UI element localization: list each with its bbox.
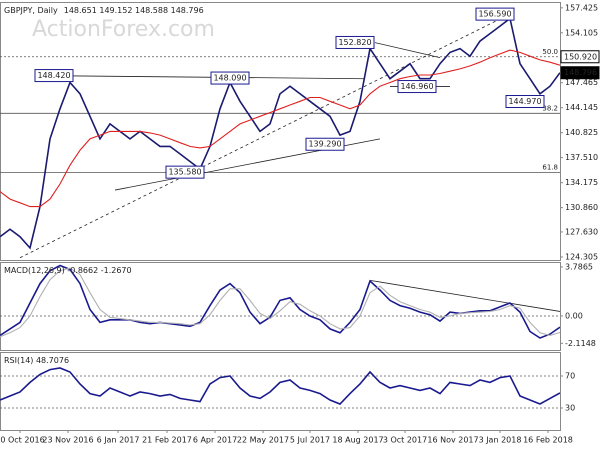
y-tick-label: 140.825 (565, 128, 598, 137)
price-box (560, 66, 600, 80)
y-tick-label: 130.860 (565, 203, 598, 212)
y-tick-label: 127.630 (565, 227, 598, 236)
watermark: ActionForex.com (32, 17, 215, 42)
label-box (335, 35, 375, 49)
label-text: 135.580 (168, 168, 201, 177)
plot-area (0, 264, 560, 339)
panel-frame (0, 262, 561, 351)
label-box (34, 69, 74, 83)
x-tick-label: 21 Feb 2017 (142, 436, 192, 445)
y-tick-label: 154.105 (565, 28, 598, 37)
label-text: 152.820 (338, 38, 371, 47)
label-text: 148.420 (37, 71, 70, 80)
trend-line (36, 75, 366, 80)
price-label: 148.796 (564, 68, 597, 77)
y-tick-label: 157.425 (565, 3, 598, 12)
price-label: 150.920 (564, 52, 597, 61)
panel-frame (0, 352, 561, 431)
panel-title: GBPJPY, Daily 148.651 149.152 148.588 148… (4, 6, 204, 15)
x-tick-label: 5 Jul 2017 (290, 436, 330, 445)
label-text: 156.590 (478, 10, 511, 19)
x-tick-label: 3 Jan 2018 (479, 436, 522, 445)
panel-frame (0, 2, 561, 261)
level-label: 38.2 (542, 104, 558, 112)
label-box (505, 95, 545, 109)
x-tick-label: 23 Nov 2016 (42, 436, 93, 445)
y-tick-label: 134.175 (565, 178, 598, 187)
label-text: 139.290 (308, 140, 341, 149)
x-tick-label: 6 Jan 2017 (97, 436, 140, 445)
y-tick-label: 137.510 (565, 153, 598, 162)
label-box (475, 7, 515, 21)
label-box (305, 137, 345, 151)
y-tick-label: 3.7865 (565, 262, 593, 271)
label-text: 144.970 (508, 97, 541, 106)
label-box (210, 71, 250, 85)
plot-area: ActionForex.com 50.0 38.2 61.8 148.420 148.09… (0, 7, 560, 259)
trend-line (369, 279, 560, 312)
label-text: 148.090 (213, 74, 246, 83)
panel-title: RSI(14) 48.7076 (4, 356, 69, 365)
x-tick-label: 22 May 2017 (237, 436, 289, 445)
trend-line (374, 42, 441, 59)
price-box (560, 50, 600, 64)
series-line (0, 49, 560, 208)
y-tick-label: 0.00 (565, 311, 583, 320)
y-tick-label: 70 (565, 372, 575, 381)
label-text: 146.960 (400, 82, 433, 91)
series-line (0, 17, 560, 250)
label-box (165, 165, 205, 179)
y-tick-label: 124.305 (565, 252, 598, 261)
title: RSI(14) 48.7076 (4, 356, 69, 365)
series-line (0, 267, 560, 338)
subtitle: 148.651 149.152 148.588 148.796 (64, 6, 204, 15)
x-tick-label: 10 Oct 2016 (0, 436, 45, 445)
y-tick-label: 30 (565, 404, 575, 413)
level-label: 61.8 (542, 163, 558, 171)
plot-area (0, 367, 560, 409)
panel-title: MACD(12,26,9) -0.8662 -1.2670 (4, 266, 132, 275)
x-tick-label: 16 Feb 2018 (523, 436, 573, 445)
y-tick-label: 144.145 (565, 103, 598, 112)
x-tick-label: 3 Oct 2017 (383, 436, 427, 445)
series-line (0, 367, 560, 405)
x-tick-label: 18 Aug 2017 (332, 436, 383, 445)
x-tick-label: 6 Apr 2017 (193, 436, 237, 445)
title: MACD(12,26,9) -0.8662 -1.2670 (4, 266, 132, 275)
level-label: 50.0 (542, 48, 558, 56)
y-tick-label: -2.1148 (565, 339, 596, 348)
title: GBPJPY, Daily (4, 6, 58, 15)
label-box (397, 80, 437, 94)
x-tick-label: 16 Nov 2017 (427, 436, 478, 445)
y-tick-label: 147.465 (565, 78, 598, 87)
